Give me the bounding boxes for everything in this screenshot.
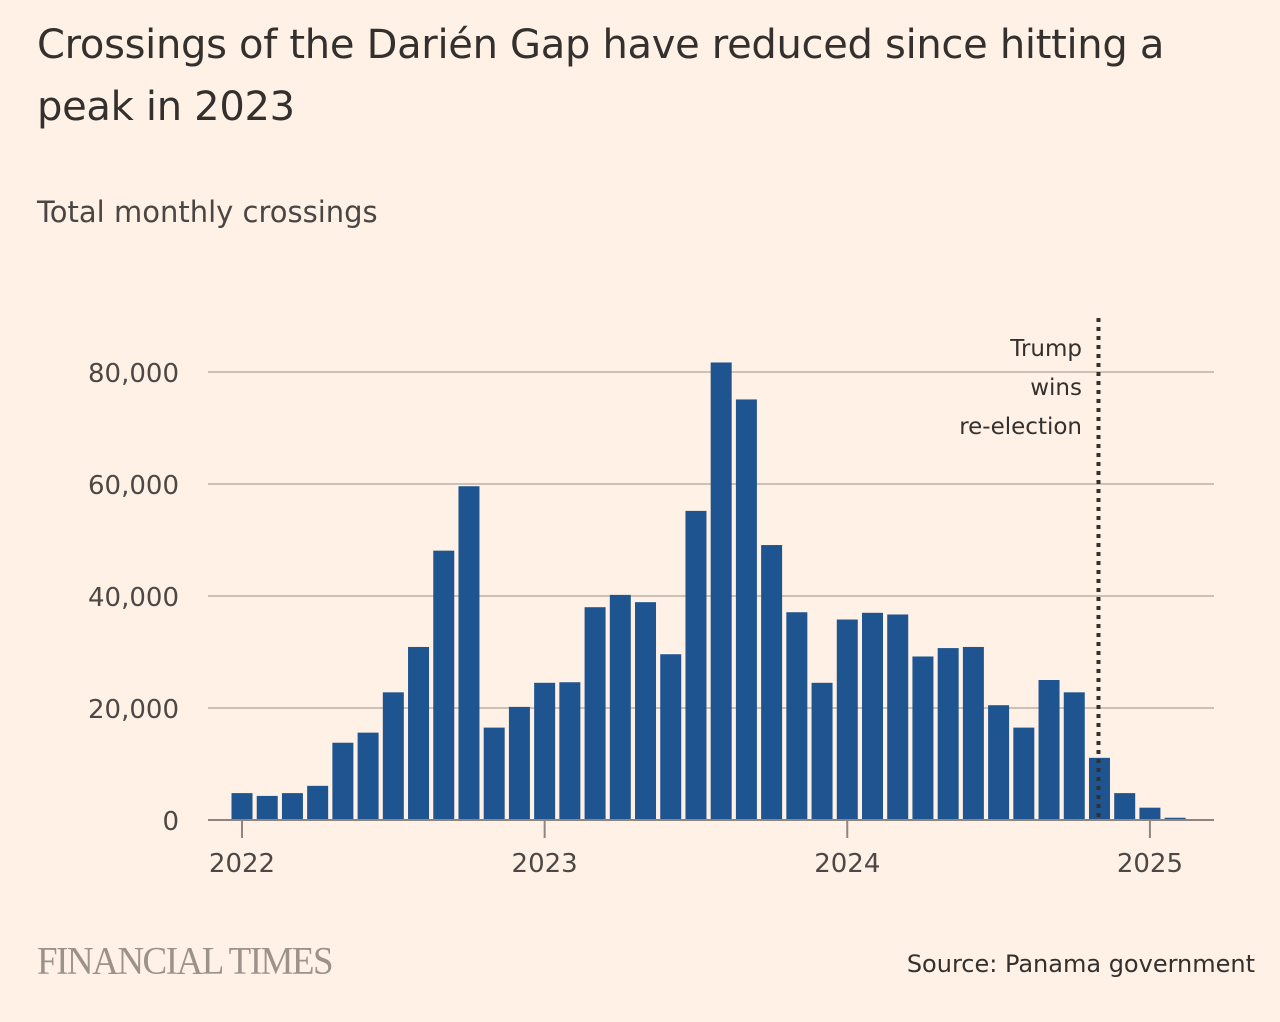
bar <box>735 399 757 820</box>
bar <box>811 682 833 820</box>
bar <box>1114 793 1136 820</box>
bar <box>988 705 1010 820</box>
bar <box>887 614 909 820</box>
bar <box>483 727 505 820</box>
bar <box>256 795 278 820</box>
bar <box>357 732 379 820</box>
annotation-label: re-election <box>959 414 1082 440</box>
bar <box>609 594 631 820</box>
bar <box>332 742 354 820</box>
y-tick-label: 80,000 <box>88 359 179 389</box>
annotation-label: Trump <box>1009 336 1082 362</box>
bar <box>761 545 783 820</box>
bar <box>458 486 480 820</box>
bar <box>1013 727 1035 820</box>
bar <box>534 682 556 820</box>
bar <box>559 682 581 820</box>
bar <box>912 656 934 820</box>
chart-subtitle: Total monthly crossings <box>37 195 378 229</box>
annotation-label: wins <box>1030 375 1082 401</box>
bar <box>408 646 430 820</box>
bar <box>307 785 329 820</box>
bar <box>433 550 455 820</box>
y-tick-label: 40,000 <box>88 583 179 613</box>
y-tick-label: 60,000 <box>88 471 179 501</box>
x-axis: 2022 2023 2024 2025 <box>208 819 1214 879</box>
bar <box>786 612 808 820</box>
bar <box>1164 817 1186 820</box>
bar <box>685 510 707 820</box>
source-note: Source: Panama government <box>906 950 1255 978</box>
bar <box>937 648 959 820</box>
bar <box>635 602 657 820</box>
x-tick-label: 2024 <box>814 849 880 879</box>
x-tick-label: 2022 <box>209 849 275 879</box>
bar <box>710 362 732 820</box>
x-tick-label: 2023 <box>512 849 578 879</box>
bars <box>231 362 1186 820</box>
bar <box>382 692 404 820</box>
bar <box>584 607 606 820</box>
annotation: Trump wins re-election <box>959 318 1101 820</box>
x-tick-label: 2025 <box>1117 849 1183 879</box>
bar <box>1038 680 1060 820</box>
bar <box>862 612 883 820</box>
y-tick-label: 20,000 <box>88 695 179 725</box>
bar <box>231 793 253 820</box>
y-tick-label: 0 <box>162 807 179 837</box>
bar <box>962 646 984 820</box>
bar <box>281 793 303 820</box>
bar <box>1139 807 1161 820</box>
bar <box>660 654 682 820</box>
bar <box>1063 692 1085 820</box>
ft-logo: FINANCIAL TIMES <box>37 939 334 984</box>
bar <box>836 619 858 820</box>
y-axis-labels: 0 20,000 40,000 60,000 80,000 <box>88 359 179 837</box>
bar <box>508 706 530 820</box>
chart-title: Crossings of the Darién Gap have reduced… <box>37 22 1165 130</box>
